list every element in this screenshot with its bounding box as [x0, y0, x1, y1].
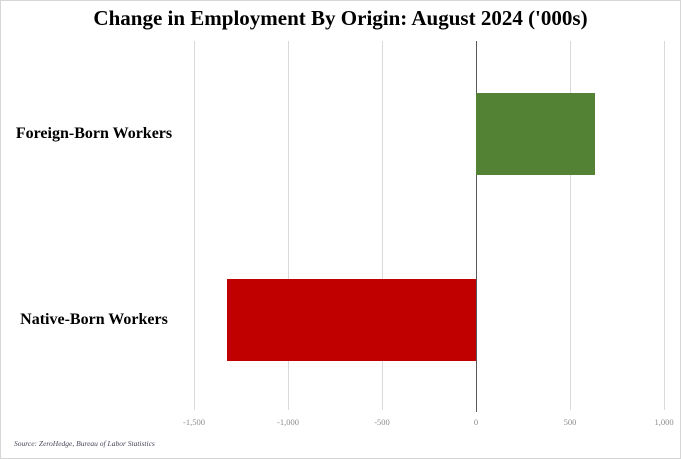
chart-title: Change in Employment By Origin: August 2…: [93, 6, 588, 30]
x-axis-tick-label: -500: [374, 417, 390, 427]
x-axis-tick-label: 500: [563, 417, 577, 427]
x-axis-tick-label: 0: [473, 417, 479, 427]
bar-native-born-workers: [226, 279, 476, 361]
category-label-native-born-workers: Native-Born Workers: [20, 311, 168, 328]
x-axis-tick-label: -1,000: [277, 417, 299, 427]
gridline: [569, 41, 571, 410]
gridline: [381, 41, 383, 410]
category-label-foreign-born-workers: Foreign-Born Workers: [15, 125, 173, 142]
source-note: Source: ZeroHedge, Bureau of Labor Stati…: [14, 439, 155, 448]
bar-foreign-born-workers: [476, 93, 596, 175]
gridline: [193, 41, 195, 410]
x-axis-tick-label: -1,500: [183, 417, 205, 427]
gridline: [663, 41, 665, 410]
zero-axis-line: [475, 41, 477, 412]
gridline: [287, 41, 289, 410]
x-axis-tick-label: 1,000: [654, 417, 674, 427]
